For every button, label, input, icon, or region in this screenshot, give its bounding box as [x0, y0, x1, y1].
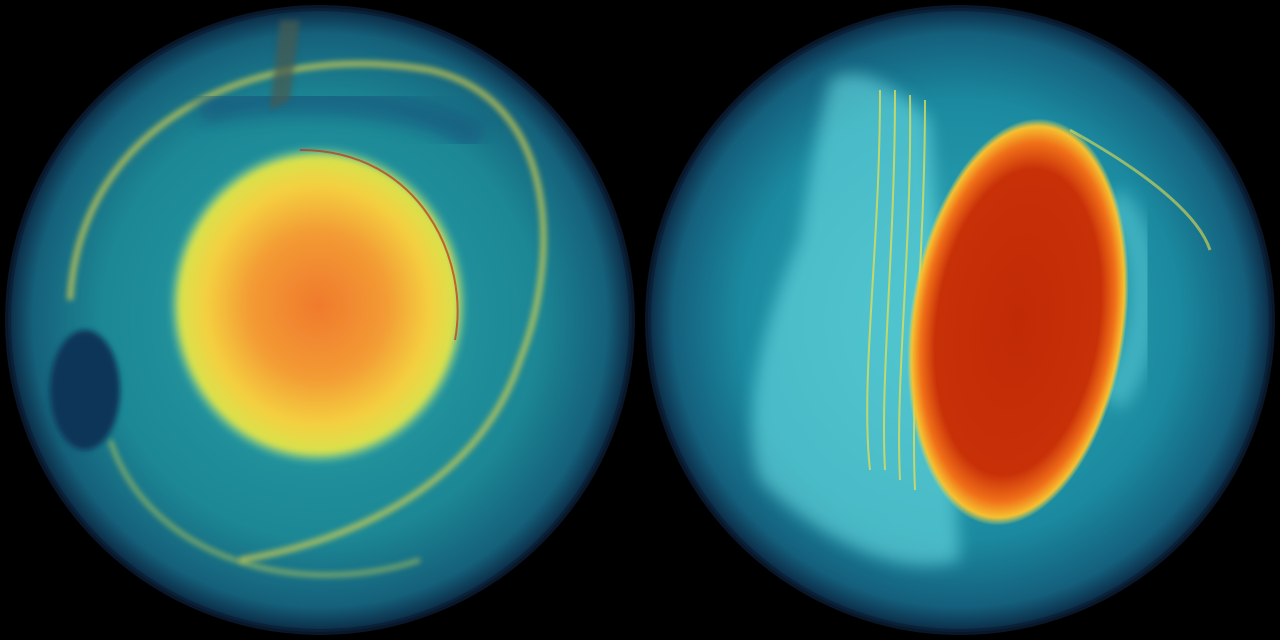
vortex-core — [168, 145, 468, 465]
left-globe — [8, 8, 632, 632]
right-globe — [648, 8, 1272, 632]
landmass — [270, 20, 300, 110]
hot-core — [907, 118, 1129, 526]
dark-eddy — [50, 330, 120, 450]
